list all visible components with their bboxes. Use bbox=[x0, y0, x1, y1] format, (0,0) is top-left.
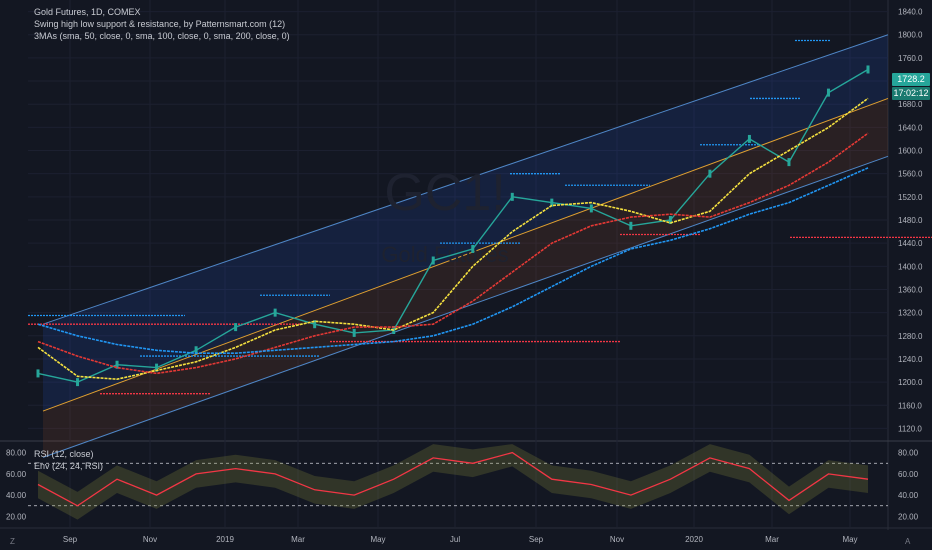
price-tick-label: 1840.0 bbox=[898, 8, 923, 17]
series-line-sma-50 bbox=[37, 97, 869, 381]
trend-channel bbox=[42, 34, 889, 458]
time-tick-label: 2020 bbox=[685, 535, 703, 544]
rsi-tick-left: 80.00 bbox=[6, 449, 27, 458]
price-tick-label: 1600.0 bbox=[898, 147, 923, 156]
time-tick-label: Nov bbox=[610, 535, 624, 544]
rsi-tick-left: 20.00 bbox=[6, 512, 27, 521]
channel-lower-fill bbox=[43, 98, 888, 458]
close-point bbox=[313, 320, 317, 329]
close-point bbox=[747, 134, 751, 143]
close-point bbox=[668, 216, 672, 224]
last-price-badge: 1728.2 bbox=[892, 73, 930, 86]
close-point bbox=[194, 346, 198, 355]
close-point bbox=[431, 256, 435, 265]
env-fill bbox=[38, 444, 868, 520]
price-tick-label: 1280.0 bbox=[898, 332, 923, 341]
watermark-description: Gold Futures bbox=[381, 242, 508, 267]
time-tick-label: Nov bbox=[143, 535, 157, 544]
time-tick-label: Mar bbox=[291, 535, 305, 544]
price-tick-label: 1680.0 bbox=[898, 100, 923, 109]
price-tick-label: 1760.0 bbox=[898, 54, 923, 63]
time-tick-label: Sep bbox=[529, 535, 544, 544]
price-tick-label: 1320.0 bbox=[898, 309, 923, 318]
price-axis[interactable]: 1840.01800.01760.01720.01680.01640.01600… bbox=[898, 8, 923, 434]
close-point bbox=[629, 221, 633, 230]
time-axis[interactable]: Sep Nov 2019 Mar May Jul Sep Nov 2020 Mar May bbox=[63, 535, 858, 544]
series-line-sma-200 bbox=[37, 167, 869, 355]
rsi-tick-left: 60.00 bbox=[6, 470, 27, 479]
series-line-close bbox=[37, 68, 869, 383]
channel-mid-line bbox=[42, 97, 889, 412]
close-point bbox=[115, 360, 119, 369]
rsi-tick-right: 80.00 bbox=[898, 449, 919, 458]
price-tick-label: 1520.0 bbox=[898, 193, 923, 202]
price-series bbox=[36, 65, 870, 387]
close-point bbox=[36, 369, 40, 378]
price-tick-label: 1560.0 bbox=[898, 170, 923, 179]
price-tick-label: 1400.0 bbox=[898, 262, 923, 271]
channel-upper-fill bbox=[43, 34, 888, 412]
rsi-line bbox=[37, 451, 869, 507]
rsi-tick-right: 40.00 bbox=[898, 491, 919, 500]
close-point bbox=[550, 198, 554, 207]
indicator-3mas-label[interactable]: 3MAs (sma, 50, close, 0, sma, 100, close… bbox=[34, 31, 290, 41]
rsi-label[interactable]: RSI (12, close) bbox=[34, 449, 94, 459]
close-point bbox=[787, 158, 791, 167]
price-tick-label: 1240.0 bbox=[898, 355, 923, 364]
close-point bbox=[76, 378, 80, 387]
close-point bbox=[589, 204, 593, 213]
rsi-tick-right: 60.00 bbox=[898, 470, 919, 479]
close-point bbox=[234, 323, 238, 332]
price-tick-label: 1440.0 bbox=[898, 239, 923, 248]
close-point bbox=[708, 169, 712, 178]
support-resistance-lines bbox=[28, 39, 932, 395]
close-point bbox=[155, 363, 159, 372]
channel-lower-line bbox=[42, 155, 889, 458]
price-tick-label: 1200.0 bbox=[898, 378, 923, 387]
close-point bbox=[866, 65, 870, 74]
channel-upper-line bbox=[42, 34, 889, 325]
series-line-sma-100 bbox=[37, 132, 869, 375]
timezone-button[interactable]: Z bbox=[10, 537, 15, 546]
time-tick-label: Jul bbox=[450, 535, 460, 544]
time-tick-label: Sep bbox=[63, 535, 78, 544]
close-point bbox=[273, 308, 277, 317]
price-tick-label: 1160.0 bbox=[898, 401, 922, 410]
time-tick-label: May bbox=[842, 535, 857, 544]
main-legend: Gold Futures, 1D, COMEX Swing high low s… bbox=[34, 6, 290, 42]
close-point bbox=[826, 88, 830, 97]
rsi-axis[interactable]: 80.00 80.00 60.00 60.00 40.00 40.00 20.00 20.00 bbox=[6, 449, 919, 522]
rsi-panel bbox=[28, 444, 888, 520]
watermark-symbol: GC1! bbox=[384, 164, 505, 222]
close-point bbox=[471, 244, 475, 253]
indicator-swing-label[interactable]: Swing high low support & resistance, by … bbox=[34, 19, 286, 29]
rsi-tick-right: 20.00 bbox=[898, 512, 919, 521]
symbol-title[interactable]: Gold Futures, 1D, COMEX bbox=[34, 7, 141, 17]
time-tick-label: Mar bbox=[765, 535, 779, 544]
price-tick-label: 1480.0 bbox=[898, 216, 923, 225]
env-label[interactable]: Env (24, 24, RSI) bbox=[34, 461, 104, 471]
time-tick-label: 2019 bbox=[216, 535, 234, 544]
rsi-legend: RSI (12, close) Env (24, 24, RSI) bbox=[34, 448, 103, 472]
rsi-tick-left: 40.00 bbox=[6, 491, 27, 500]
bar-countdown-badge: 17:02:12 bbox=[892, 87, 930, 100]
price-tick-label: 1800.0 bbox=[898, 31, 923, 40]
auto-scale-button[interactable]: A bbox=[905, 537, 911, 546]
close-point bbox=[510, 192, 514, 201]
time-tick-label: May bbox=[370, 535, 385, 544]
price-tick-label: 1120.0 bbox=[898, 424, 922, 433]
price-tick-label: 1640.0 bbox=[898, 123, 923, 132]
price-tick-label: 1360.0 bbox=[898, 285, 923, 294]
close-point bbox=[352, 328, 356, 337]
